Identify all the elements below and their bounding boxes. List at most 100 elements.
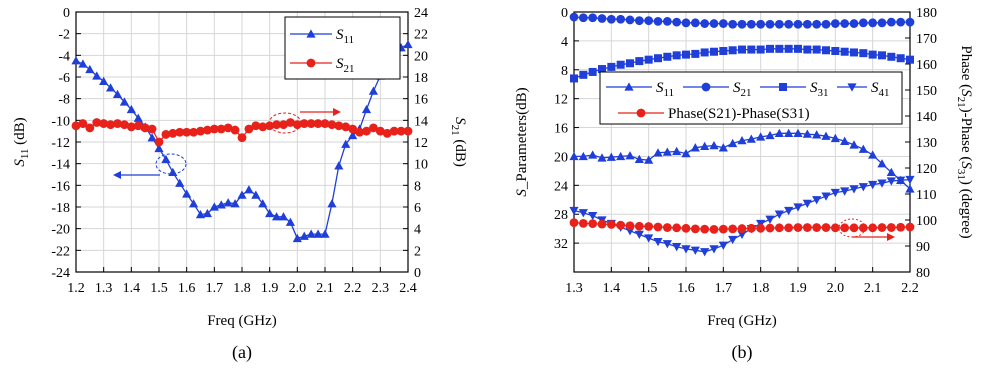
data-point [868,18,878,28]
data-point [396,126,406,136]
data-point [802,129,812,138]
data-point [830,19,840,28]
y-left-tick-label: 32 [554,237,568,252]
data-point [569,218,579,228]
data-point [662,223,672,232]
data-point [133,113,143,122]
series-line [573,178,911,253]
data-point [147,124,157,134]
y-right-tick-label: 2 [414,244,421,259]
data-point [906,55,914,64]
chart-a-ylabel-left: S11 (dB) [12,117,31,166]
data-point [681,18,691,28]
data-point [634,16,644,26]
y-left-tick-label: -4 [58,49,70,64]
data-point [822,46,830,55]
x-tick-label: 1.8 [233,281,251,296]
chart-a-legend-box [284,16,401,80]
data-point [92,118,102,127]
data-point [886,17,896,27]
x-tick-label: 1.9 [261,281,279,296]
data-point [306,229,316,238]
data-point [700,48,709,57]
data-point [182,127,192,137]
data-point [154,143,164,153]
data-point [830,223,840,233]
data-point [271,212,282,221]
data-point [588,211,598,221]
data-point [868,50,877,59]
data-point [606,220,616,229]
data-point [292,233,302,243]
data-point [653,237,663,247]
data-point [616,151,626,161]
data-point [756,45,765,54]
data-point [168,167,178,177]
data-point [71,121,81,131]
y-right-tick-label: 140 [916,110,937,125]
data-point [774,223,784,233]
series-s41 [569,175,915,257]
data-point [223,198,233,207]
y-left-tick-label: -14 [51,158,70,173]
data-point [251,190,261,199]
series-s11 [569,128,915,193]
y-left-tick-label: 0 [561,6,568,21]
chart-a-ticks: 1.2 1.3 1.4 1.5 1.6 1.7 1.8 1.9 2.0 2.1 2.2 2.3 2.40… [51,6,428,296]
data-point [569,12,579,22]
data-point [355,127,364,137]
data-point [625,221,635,231]
y-left-tick-label: 20 [554,150,568,165]
data-point [209,124,219,134]
y-left-tick-label: -12 [51,136,70,151]
data-point [389,126,399,136]
data-point [634,221,644,231]
y-right-tick-label: 110 [916,188,936,203]
data-point [691,49,700,58]
data-point [728,235,738,245]
data-point [237,190,247,199]
data-point [830,188,840,198]
data-point [672,51,681,60]
data-point [859,49,868,58]
y-left-tick-label: -22 [51,244,70,259]
data-point [774,128,784,138]
data-point [849,185,859,194]
data-point [887,52,896,61]
data-point [896,176,906,185]
data-point [747,45,756,54]
data-point [756,223,766,233]
y-right-tick-label: 12 [414,136,428,151]
data-point [634,230,644,240]
x-tick-label: 1.2 [67,281,85,296]
legend-marker [847,83,857,92]
data-point [230,125,240,135]
data-point [286,118,295,127]
data-point [765,223,775,233]
data-point [299,231,309,240]
chart-b-panel-label: (b) [732,342,753,363]
data-point [99,76,109,86]
data-point [161,154,171,164]
data-point [905,222,915,232]
data-point [858,223,868,233]
x-tick-label: 2.2 [344,281,362,296]
x-tick-label: 1.9 [789,281,807,296]
data-point [644,16,654,26]
data-point [147,133,157,142]
data-point [812,223,822,232]
data-point [718,143,728,152]
x-tick-label: 1.4 [123,281,141,296]
data-point [802,19,812,29]
data-point [578,209,588,218]
data-point [756,19,766,29]
legend-label: S21 [336,56,355,75]
data-point [175,127,185,137]
chart-b-xlabel: Freq (GHz) [707,313,777,329]
chart-a: 1.2 1.3 1.4 1.5 1.6 1.7 1.8 1.9 2.0 2.1 2.2 2.3 2.40… [12,6,468,363]
x-tick-label: 2.1 [864,281,882,296]
y-left-tick-label: 12 [554,93,568,108]
data-point [794,44,802,53]
data-point [588,67,597,76]
x-tick-label: 1.3 [95,281,113,296]
